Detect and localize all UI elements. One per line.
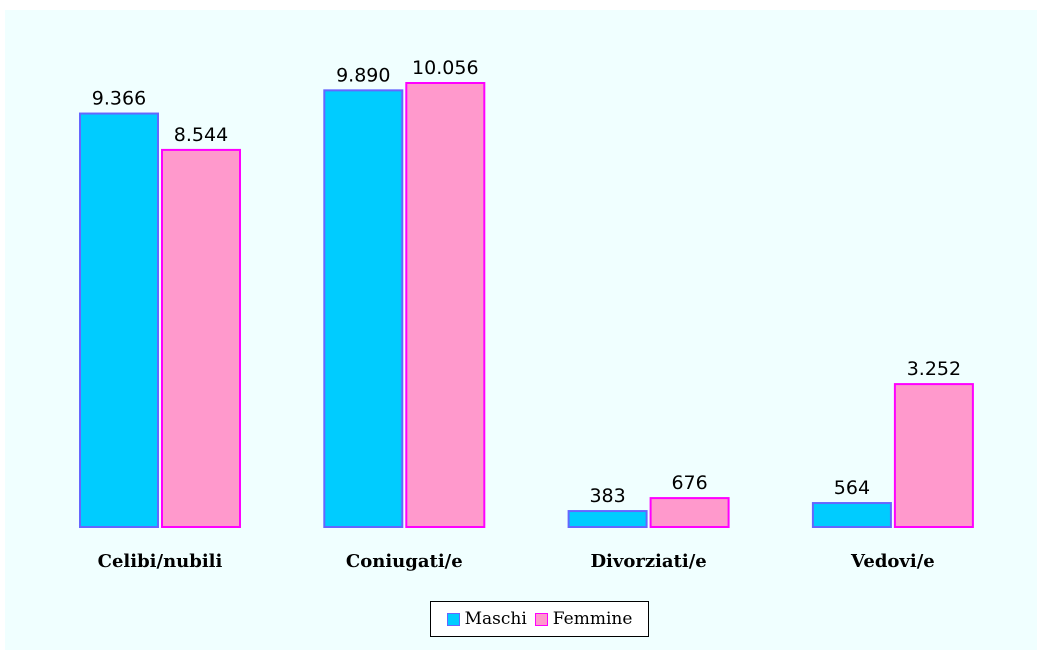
category-label-2: Divorziati/e bbox=[590, 551, 706, 572]
bar-maschi-3 bbox=[811, 502, 892, 529]
bar-maschi-1 bbox=[323, 89, 404, 529]
data-label-femmine-1: 10.056 bbox=[412, 57, 478, 79]
legend-label-maschi: Maschi bbox=[464, 609, 527, 629]
data-label-femmine-3: 3.252 bbox=[907, 358, 961, 380]
bar-maschi-0 bbox=[79, 112, 159, 529]
data-label-maschi-0: 9.366 bbox=[92, 88, 146, 110]
data-label-maschi-3: 564 bbox=[834, 477, 870, 499]
legend-item-maschi: Maschi bbox=[446, 609, 527, 629]
category-label-1: Coniugati/e bbox=[346, 551, 463, 572]
data-label-maschi-2: 383 bbox=[589, 485, 625, 507]
category-label-3: Vedovi/e bbox=[850, 551, 935, 572]
legend: Maschi Femmine bbox=[430, 601, 649, 637]
data-label-maschi-1: 9.890 bbox=[336, 64, 390, 86]
category-label-0: Celibi/nubili bbox=[98, 551, 223, 572]
bar-femmine-1 bbox=[405, 82, 486, 528]
data-label-femmine-2: 676 bbox=[671, 472, 707, 494]
bar-femmine-0 bbox=[161, 148, 241, 528]
legend-swatch-femmine bbox=[534, 612, 548, 626]
bar-femmine-2 bbox=[649, 497, 730, 528]
legend-swatch-maschi bbox=[446, 612, 460, 626]
legend-item-femmine: Femmine bbox=[534, 609, 633, 629]
bar-femmine-3 bbox=[893, 383, 974, 528]
bar-maschi-2 bbox=[567, 510, 648, 529]
data-label-femmine-0: 8.544 bbox=[174, 124, 228, 146]
legend-label-femmine: Femmine bbox=[552, 609, 633, 629]
